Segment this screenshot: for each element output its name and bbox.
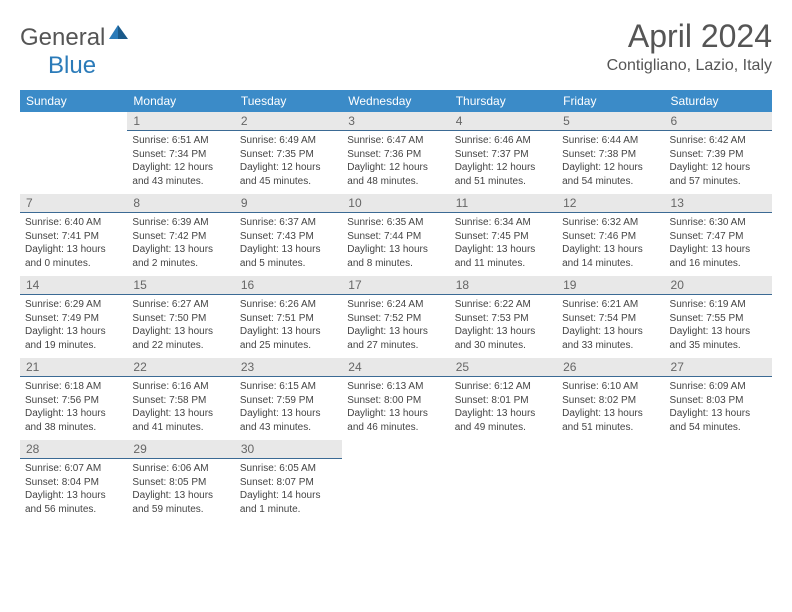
day-number: 19 (557, 276, 664, 295)
calendar-cell: 3Sunrise: 6:47 AMSunset: 7:36 PMDaylight… (342, 112, 449, 194)
day-number: 27 (665, 358, 772, 377)
calendar-cell: 23Sunrise: 6:15 AMSunset: 7:59 PMDayligh… (235, 358, 342, 440)
day-number: 16 (235, 276, 342, 295)
calendar-cell: 22Sunrise: 6:16 AMSunset: 7:58 PMDayligh… (127, 358, 234, 440)
day-details: Sunrise: 6:07 AMSunset: 8:04 PMDaylight:… (20, 459, 127, 541)
calendar-row: 7Sunrise: 6:40 AMSunset: 7:41 PMDaylight… (20, 194, 772, 276)
weekday-header: Saturday (665, 90, 772, 112)
calendar-cell (20, 112, 127, 194)
day-number: 22 (127, 358, 234, 377)
day-details: Sunrise: 6:06 AMSunset: 8:05 PMDaylight:… (127, 459, 234, 541)
calendar-cell (665, 440, 772, 522)
day-number: 30 (235, 440, 342, 459)
calendar-cell: 16Sunrise: 6:26 AMSunset: 7:51 PMDayligh… (235, 276, 342, 358)
calendar-cell: 20Sunrise: 6:19 AMSunset: 7:55 PMDayligh… (665, 276, 772, 358)
calendar-cell: 25Sunrise: 6:12 AMSunset: 8:01 PMDayligh… (450, 358, 557, 440)
day-number: 2 (235, 112, 342, 131)
day-number: 20 (665, 276, 772, 295)
calendar-cell: 7Sunrise: 6:40 AMSunset: 7:41 PMDaylight… (20, 194, 127, 276)
calendar-cell: 5Sunrise: 6:44 AMSunset: 7:38 PMDaylight… (557, 112, 664, 194)
location: Contigliano, Lazio, Italy (607, 57, 772, 75)
calendar-row: 1Sunrise: 6:51 AMSunset: 7:34 PMDaylight… (20, 112, 772, 194)
calendar-cell (450, 440, 557, 522)
weekday-header: Sunday (20, 90, 127, 112)
calendar-cell: 6Sunrise: 6:42 AMSunset: 7:39 PMDaylight… (665, 112, 772, 194)
month-title: April 2024 (607, 18, 772, 55)
calendar-cell: 29Sunrise: 6:06 AMSunset: 8:05 PMDayligh… (127, 440, 234, 522)
day-number: 11 (450, 194, 557, 213)
calendar-cell: 30Sunrise: 6:05 AMSunset: 8:07 PMDayligh… (235, 440, 342, 522)
calendar-cell: 17Sunrise: 6:24 AMSunset: 7:52 PMDayligh… (342, 276, 449, 358)
day-details: Sunrise: 6:05 AMSunset: 8:07 PMDaylight:… (235, 459, 342, 541)
weekday-header: Monday (127, 90, 234, 112)
calendar-cell: 21Sunrise: 6:18 AMSunset: 7:56 PMDayligh… (20, 358, 127, 440)
calendar-head: SundayMondayTuesdayWednesdayThursdayFrid… (20, 90, 772, 112)
calendar-cell: 28Sunrise: 6:07 AMSunset: 8:04 PMDayligh… (20, 440, 127, 522)
weekday-header: Wednesday (342, 90, 449, 112)
day-number: 5 (557, 112, 664, 131)
day-number: 15 (127, 276, 234, 295)
calendar-cell (557, 440, 664, 522)
calendar-cell: 4Sunrise: 6:46 AMSunset: 7:37 PMDaylight… (450, 112, 557, 194)
calendar-cell: 9Sunrise: 6:37 AMSunset: 7:43 PMDaylight… (235, 194, 342, 276)
triangle-icon (107, 24, 131, 52)
calendar-row: 14Sunrise: 6:29 AMSunset: 7:49 PMDayligh… (20, 276, 772, 358)
calendar-row: 28Sunrise: 6:07 AMSunset: 8:04 PMDayligh… (20, 440, 772, 522)
weekday-header: Friday (557, 90, 664, 112)
calendar-row: 21Sunrise: 6:18 AMSunset: 7:56 PMDayligh… (20, 358, 772, 440)
day-number: 1 (127, 112, 234, 131)
calendar-cell: 8Sunrise: 6:39 AMSunset: 7:42 PMDaylight… (127, 194, 234, 276)
day-number: 28 (20, 440, 127, 459)
calendar-cell: 10Sunrise: 6:35 AMSunset: 7:44 PMDayligh… (342, 194, 449, 276)
calendar-table: SundayMondayTuesdayWednesdayThursdayFrid… (20, 90, 772, 522)
day-number: 13 (665, 194, 772, 213)
day-number: 3 (342, 112, 449, 131)
calendar-cell: 13Sunrise: 6:30 AMSunset: 7:47 PMDayligh… (665, 194, 772, 276)
day-number: 4 (450, 112, 557, 131)
weekday-header: Tuesday (235, 90, 342, 112)
title-block: April 2024 Contigliano, Lazio, Italy (607, 18, 772, 75)
day-number: 23 (235, 358, 342, 377)
day-number: 12 (557, 194, 664, 213)
day-number: 10 (342, 194, 449, 213)
weekday-header: Thursday (450, 90, 557, 112)
calendar-body: 1Sunrise: 6:51 AMSunset: 7:34 PMDaylight… (20, 112, 772, 522)
day-number: 21 (20, 358, 127, 377)
calendar-cell: 1Sunrise: 6:51 AMSunset: 7:34 PMDaylight… (127, 112, 234, 194)
logo-text-general: General (20, 24, 105, 51)
calendar-cell: 18Sunrise: 6:22 AMSunset: 7:53 PMDayligh… (450, 276, 557, 358)
day-number: 7 (20, 194, 127, 213)
calendar-cell: 12Sunrise: 6:32 AMSunset: 7:46 PMDayligh… (557, 194, 664, 276)
day-number: 6 (665, 112, 772, 131)
day-number: 25 (450, 358, 557, 377)
calendar-cell: 24Sunrise: 6:13 AMSunset: 8:00 PMDayligh… (342, 358, 449, 440)
calendar-cell: 19Sunrise: 6:21 AMSunset: 7:54 PMDayligh… (557, 276, 664, 358)
day-number: 14 (20, 276, 127, 295)
calendar-cell (342, 440, 449, 522)
day-number: 24 (342, 358, 449, 377)
logo-text-blue: Blue (48, 52, 96, 79)
calendar-cell: 14Sunrise: 6:29 AMSunset: 7:49 PMDayligh… (20, 276, 127, 358)
calendar-cell: 26Sunrise: 6:10 AMSunset: 8:02 PMDayligh… (557, 358, 664, 440)
day-number: 8 (127, 194, 234, 213)
calendar-cell: 11Sunrise: 6:34 AMSunset: 7:45 PMDayligh… (450, 194, 557, 276)
day-number: 17 (342, 276, 449, 295)
calendar-cell: 15Sunrise: 6:27 AMSunset: 7:50 PMDayligh… (127, 276, 234, 358)
logo: GeneralBlue (20, 18, 131, 80)
day-number: 9 (235, 194, 342, 213)
day-number: 18 (450, 276, 557, 295)
calendar-cell: 2Sunrise: 6:49 AMSunset: 7:35 PMDaylight… (235, 112, 342, 194)
day-number: 29 (127, 440, 234, 459)
header: GeneralBlue April 2024 Contigliano, Lazi… (20, 18, 772, 80)
day-number: 26 (557, 358, 664, 377)
calendar-cell: 27Sunrise: 6:09 AMSunset: 8:03 PMDayligh… (665, 358, 772, 440)
